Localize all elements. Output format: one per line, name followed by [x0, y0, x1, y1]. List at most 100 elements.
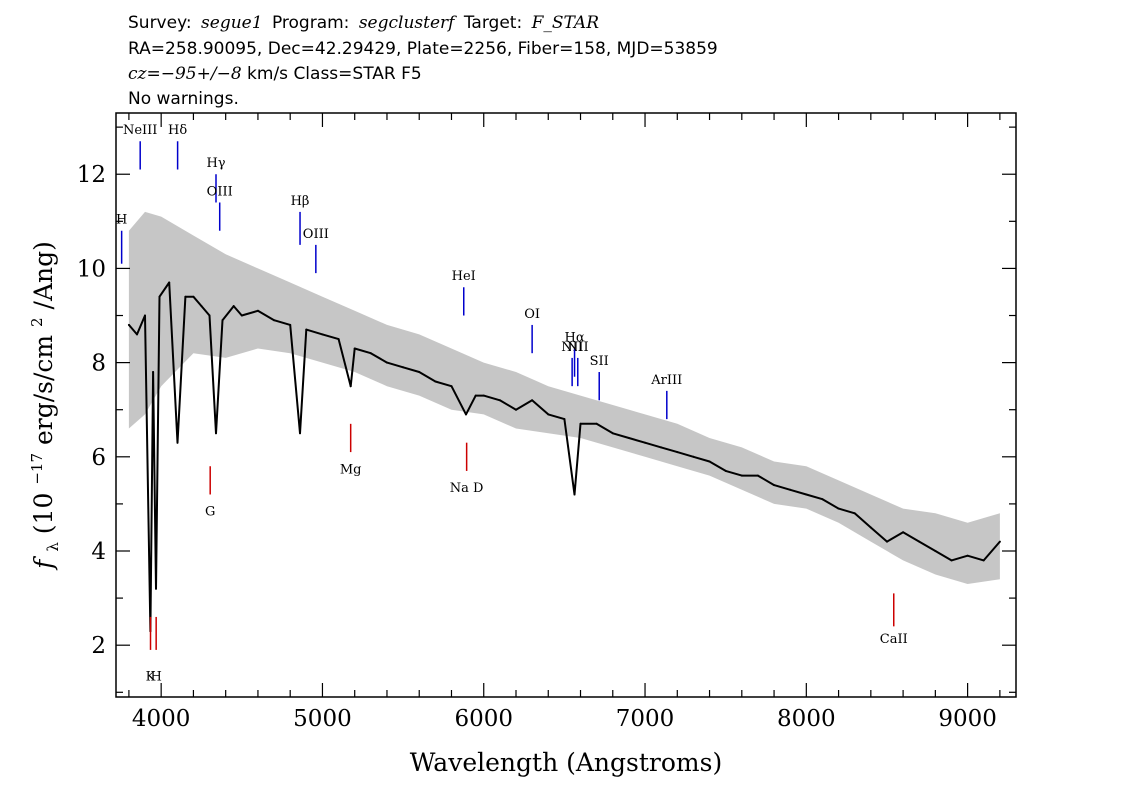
- flux-point: [756, 474, 759, 477]
- target-value: F_STAR: [531, 13, 600, 33]
- redshift-value: cz=−95+/−8: [128, 64, 242, 84]
- y-label-close: /Ang): [29, 241, 58, 309]
- survey-label: Survey:: [128, 13, 192, 33]
- flux-point: [215, 432, 217, 435]
- header-line-3: cz=−95+/−8 km/s Class=STAR F5: [128, 64, 422, 84]
- flux-point: [579, 422, 582, 425]
- error-band-area: [128, 211, 1000, 584]
- x-tick-label: 9000: [938, 706, 997, 732]
- y-label-exp: −17: [28, 453, 46, 485]
- absorption-line-label: H: [150, 670, 161, 685]
- flux-point: [805, 493, 808, 496]
- class-text: km/s Class=STAR F5: [247, 64, 422, 84]
- emission-line-label: ArIII: [650, 373, 682, 388]
- flux-point: [349, 385, 352, 388]
- flux-point: [740, 474, 743, 477]
- y-label-open: (10: [29, 493, 58, 535]
- flux-point: [918, 540, 921, 543]
- flux-point: [136, 333, 138, 336]
- flux-point: [289, 323, 292, 326]
- flux-point: [200, 305, 203, 308]
- emission-line-label: Hβ: [291, 194, 310, 209]
- y-tick-label: 10: [77, 256, 106, 282]
- flux-point: [256, 309, 259, 312]
- flux-point: [837, 507, 840, 510]
- error-band: [128, 211, 1000, 584]
- absorption-line-label: G: [205, 505, 215, 520]
- flux-point: [660, 446, 663, 449]
- survey-value: segue1: [201, 13, 263, 33]
- flux-series: [127, 281, 1001, 633]
- flux-point: [869, 526, 872, 529]
- emission-line-label: Hγ: [206, 156, 225, 171]
- header-line-2: RA=258.90095, Dec=42.29429, Plate=2256, …: [128, 39, 718, 59]
- emission-line-label: NII: [561, 340, 583, 355]
- flux-point: [465, 413, 467, 416]
- flux-point: [902, 531, 905, 534]
- x-tick-label: 7000: [616, 706, 675, 732]
- flux-point: [611, 432, 614, 435]
- flux-point: [305, 328, 308, 331]
- y-tick-label: 12: [77, 162, 106, 188]
- flux-point: [708, 460, 711, 463]
- flux-point: [595, 422, 598, 425]
- flux-point: [950, 559, 953, 562]
- flux-point: [789, 488, 792, 491]
- y-tick-label: 4: [91, 539, 106, 565]
- flux-point: [982, 559, 985, 562]
- flux-point: [547, 413, 550, 416]
- y-label-f: f: [29, 556, 58, 571]
- flux-point: [155, 587, 157, 590]
- x-axis: 4000 5000 6000 7000 8000 9000: [128, 113, 1001, 732]
- flux-point: [232, 305, 235, 308]
- flux-point: [144, 314, 146, 317]
- flux-point: [299, 432, 301, 435]
- absorption-line-label: Mg: [340, 462, 362, 477]
- flux-point: [369, 352, 372, 355]
- flux-point: [418, 371, 421, 373]
- absorption-line-label: Na D: [450, 481, 484, 496]
- flux-point: [482, 394, 485, 397]
- program-value: segclusterf: [359, 13, 457, 33]
- flux-point: [998, 540, 1001, 543]
- emission-line-label: Hα: [564, 330, 584, 345]
- emission-line-label: H: [116, 213, 127, 228]
- flux-point: [176, 441, 179, 444]
- y-label-mid: erg/s/cm: [29, 335, 58, 445]
- x-tick-label: 4000: [132, 706, 191, 732]
- emission-line-label: NII: [567, 340, 589, 355]
- flux-point: [563, 418, 566, 421]
- flux-point: [208, 314, 211, 317]
- y-tick-label: 6: [91, 445, 106, 471]
- y-label-exp2: 2: [28, 317, 46, 327]
- y-axis: 2 4 6 8 10 12: [77, 126, 1016, 693]
- flux-point: [724, 469, 727, 472]
- program-label: Program:: [272, 13, 349, 33]
- emission-line-label: OI: [524, 307, 540, 322]
- flux-point: [966, 554, 969, 557]
- flux-point: [676, 451, 679, 454]
- y-label-lambda: λ: [44, 542, 62, 552]
- flux-point: [192, 295, 195, 298]
- x-tick-label: 5000: [293, 706, 352, 732]
- x-tick-label: 6000: [454, 706, 513, 732]
- flux-point: [515, 408, 517, 411]
- emission-line-label: SII: [590, 354, 609, 369]
- x-tick-label: 8000: [777, 706, 836, 732]
- y-tick-label: 2: [91, 633, 106, 659]
- absorption-line-label: K: [146, 670, 156, 685]
- flux-point: [337, 338, 340, 341]
- flux-point: [184, 295, 187, 298]
- header-line-4: No warnings.: [128, 89, 239, 109]
- absorption-line-label: CaII: [880, 632, 908, 647]
- flux-point: [886, 540, 888, 543]
- y-tick-label: 8: [91, 351, 106, 377]
- flux-point: [531, 399, 534, 402]
- flux-point: [386, 361, 388, 364]
- plot-frame: [115, 112, 1017, 698]
- flux-point: [474, 394, 477, 397]
- flux-point: [158, 295, 161, 298]
- flux-line: [128, 281, 1001, 633]
- emission-line-label: OIII: [207, 184, 233, 199]
